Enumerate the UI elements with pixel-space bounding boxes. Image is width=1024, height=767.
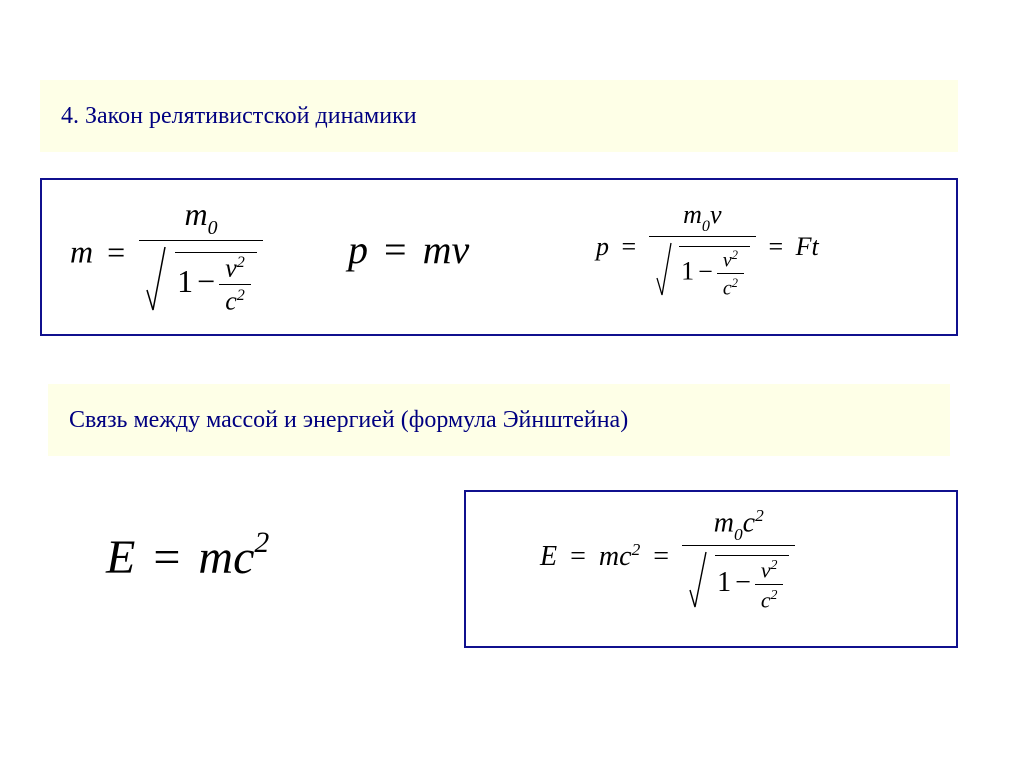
c2-2: c2: [717, 274, 744, 299]
radical-icon: [145, 244, 167, 314]
mass-fraction: m0 1− v2 c2: [139, 196, 263, 314]
v2-2: v2: [717, 249, 744, 274]
var-m0v-sub: 0: [702, 218, 710, 235]
var-v2: v: [451, 227, 469, 272]
sup2-d: 2: [732, 276, 738, 290]
formula-pmv: p = mv: [348, 226, 469, 273]
var-c-c: c: [761, 587, 771, 612]
equals: =: [101, 234, 131, 270]
radical-icon-2: [655, 240, 673, 298]
minus-2: −: [694, 257, 717, 286]
var-p: p: [348, 227, 368, 272]
var-p2: p: [596, 232, 609, 261]
section-title-2: Связь между массой и энергией (формула Э…: [48, 384, 950, 456]
sup-2a: 2: [237, 254, 245, 271]
var-t: t: [812, 232, 819, 261]
energy-fraction: m0c2 1− v2 c2: [682, 506, 795, 611]
var-c3: c: [233, 531, 254, 584]
momentum-numerator: m0v: [649, 200, 756, 237]
equals-2: =: [378, 227, 413, 272]
var-c4: c: [619, 541, 631, 572]
formula-relativistic-mass: m = m0 1− v2 c2: [70, 196, 263, 314]
var-m: m: [70, 234, 93, 270]
var-v-b: v: [723, 250, 732, 272]
var-c: c: [225, 286, 237, 315]
var-m0c2-sup: 2: [755, 506, 764, 525]
var-m0-sub: 0: [208, 217, 218, 239]
var-m2: m: [423, 227, 452, 272]
minus: −: [193, 263, 219, 299]
var-m0v-v: v: [710, 200, 722, 229]
equals-4: =: [762, 232, 789, 261]
var-m4: m: [599, 541, 619, 572]
momentum-fraction: m0v 1− v2 c2: [649, 200, 756, 298]
radicand-2: 1− v2 c2: [679, 246, 750, 298]
c2-3: c2: [755, 585, 784, 611]
v2c2-2: v2 c2: [717, 249, 744, 298]
sqrt-2: 1− v2 c2: [655, 240, 750, 298]
var-m0c2-m: m: [714, 507, 734, 538]
c2: c2: [219, 285, 251, 315]
var-m0-m: m: [184, 196, 207, 232]
section-title-1: 4. Закон релятивистской динамики: [40, 80, 958, 152]
formula-relativistic-momentum: p = m0v 1− v2 c2 = Ft: [596, 200, 819, 298]
formula-emc2-full: E = mc2 = m0c2 1− v2 c2: [540, 506, 795, 611]
sup2-c: 2: [732, 248, 738, 262]
v2c2-3: v2 c2: [755, 558, 784, 611]
momentum-denominator: 1− v2 c2: [649, 237, 756, 298]
physics-slide: 4. Закон релятивистской динамики m = m0 …: [0, 0, 1024, 767]
sup-2e: 2: [254, 526, 269, 559]
title-text-2: Связь между массой и энергией (формула Э…: [69, 407, 628, 433]
var-E: E: [106, 531, 135, 584]
v2c2: v2 c2: [219, 255, 251, 314]
sup-2b: 2: [237, 287, 245, 304]
one: 1: [177, 263, 193, 299]
sqrt-3: 1− v2 c2: [688, 549, 789, 611]
title-text-1: 4. Закон релятивистской динамики: [61, 103, 417, 129]
var-m0c2-sub: 0: [734, 525, 743, 544]
var-m3: m: [198, 531, 233, 584]
energy-numerator: m0c2: [682, 506, 795, 546]
one-3: 1: [717, 567, 731, 598]
one-2: 1: [681, 257, 694, 286]
radical-icon-3: [688, 549, 708, 611]
var-c-b: c: [723, 277, 732, 299]
var-F: F: [796, 232, 812, 261]
equals-6: =: [564, 541, 592, 572]
radicand: 1− v2 c2: [175, 252, 257, 314]
energy-denominator: 1− v2 c2: [682, 546, 795, 611]
radicand-3: 1− v2 c2: [715, 555, 789, 611]
var-v: v: [225, 254, 237, 283]
sup2-h: 2: [771, 587, 778, 602]
v2: v2: [219, 255, 251, 285]
var-v-c: v: [761, 558, 771, 583]
mass-numerator: m0: [139, 196, 263, 241]
var-E2: E: [540, 541, 557, 572]
sup2-g: 2: [771, 557, 778, 572]
minus-3: −: [731, 567, 755, 598]
var-m0c2-c: c: [743, 507, 755, 538]
sqrt: 1− v2 c2: [145, 244, 257, 314]
equals-5: =: [147, 531, 186, 584]
equals-3: =: [616, 232, 643, 261]
formula-emc2: E = mc2: [106, 530, 269, 585]
var-m0v-m: m: [683, 200, 702, 229]
v2-3: v2: [755, 558, 784, 584]
equals-7: =: [647, 541, 675, 572]
mass-denominator: 1− v2 c2: [139, 241, 263, 314]
sup-2f: 2: [632, 540, 641, 559]
